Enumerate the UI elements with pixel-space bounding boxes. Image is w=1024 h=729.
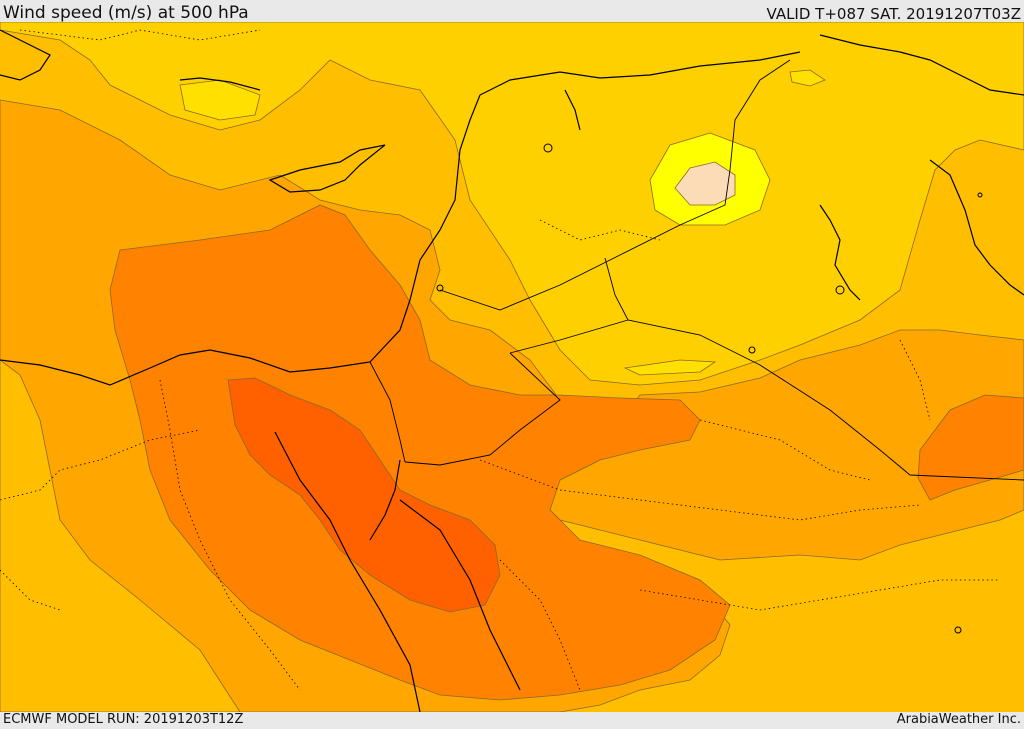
band-west-edge (0, 359, 241, 712)
band-core (674, 161, 736, 206)
coastlines (0, 29, 1024, 712)
band-lightyellow-1 (179, 79, 261, 121)
valid-time-label: VALID T+087 SAT. 20191207T03Z (766, 5, 1021, 23)
map-title: Wind speed (m/s) at 500 hPa (3, 3, 249, 23)
footer-bar: ECMWF MODEL RUN: 20191203T12Z ArabiaWeat… (0, 712, 1024, 729)
credit-label: ArabiaWeather Inc. (896, 712, 1021, 727)
band-yellow-north (0, 22, 1024, 386)
internal-borders (0, 29, 1000, 691)
small-islands (436, 143, 983, 634)
band-darkorange (109, 204, 731, 701)
weather-map[interactable] (0, 22, 1024, 712)
band-lightyellow-4 (789, 69, 826, 87)
country-borders (369, 59, 1024, 481)
model-run-label: ECMWF MODEL RUN: 20191203T12Z (3, 712, 244, 727)
band-darkorange-east (917, 394, 1024, 501)
wind-speed-map-svg (0, 22, 1024, 712)
band-redorange (227, 377, 501, 613)
header-bar: Wind speed (m/s) at 500 hPa VALID T+087 … (0, 0, 1024, 23)
band-lightyellow-3 (623, 359, 717, 376)
